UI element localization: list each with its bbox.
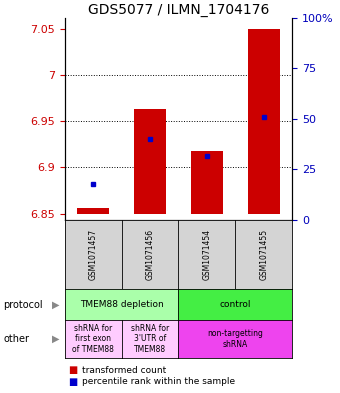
Text: protocol: protocol (3, 299, 43, 310)
Text: TMEM88 depletion: TMEM88 depletion (80, 300, 164, 309)
Text: non-targetting
shRNA: non-targetting shRNA (207, 329, 264, 349)
Text: shRNA for
first exon
of TMEM88: shRNA for first exon of TMEM88 (72, 324, 114, 354)
Text: control: control (220, 300, 251, 309)
Text: ■: ■ (68, 377, 77, 387)
Text: shRNA for
3'UTR of
TMEM88: shRNA for 3'UTR of TMEM88 (131, 324, 169, 354)
Text: GSM1071456: GSM1071456 (146, 229, 154, 280)
Text: ▶: ▶ (52, 299, 60, 310)
Text: ▶: ▶ (52, 334, 60, 344)
Text: GSM1071454: GSM1071454 (203, 229, 211, 280)
Text: GSM1071455: GSM1071455 (259, 229, 268, 280)
Text: ■: ■ (68, 365, 77, 375)
Bar (134, 109, 166, 214)
Bar (191, 151, 223, 214)
Title: GDS5077 / ILMN_1704176: GDS5077 / ILMN_1704176 (88, 3, 269, 17)
Text: percentile rank within the sample: percentile rank within the sample (82, 378, 235, 386)
Bar (78, 208, 109, 214)
Text: transformed count: transformed count (82, 366, 166, 375)
Text: other: other (3, 334, 29, 344)
Text: GSM1071457: GSM1071457 (89, 229, 98, 280)
Bar (248, 29, 279, 214)
